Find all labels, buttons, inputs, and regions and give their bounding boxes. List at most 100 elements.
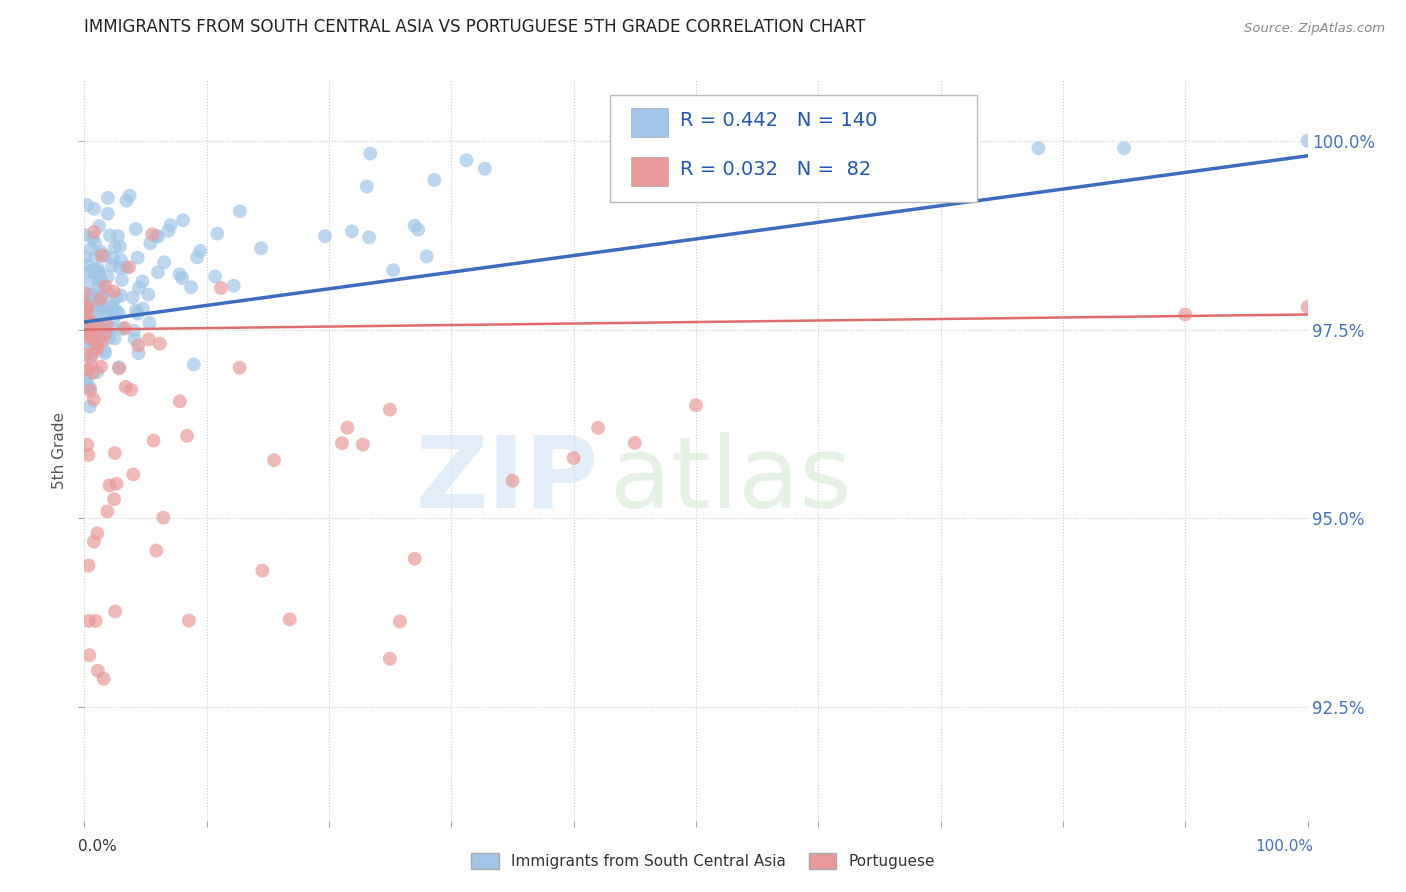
Point (80, 242, 103, 256)
Point (79, 287, 101, 301)
Point (86, 526, 108, 541)
Point (172, 271, 194, 285)
Point (76, 335, 98, 350)
Point (146, 229, 169, 244)
Point (90, 359, 112, 374)
Text: atlas: atlas (610, 432, 852, 529)
Point (84, 319, 107, 334)
Point (108, 260, 131, 275)
Point (76, 327, 98, 342)
Point (107, 229, 129, 244)
Point (96, 285, 118, 299)
Point (104, 604, 127, 618)
Point (149, 336, 172, 351)
Point (80, 332, 103, 346)
Point (209, 281, 232, 295)
Point (186, 251, 208, 265)
Point (75, 348, 97, 362)
Point (115, 194, 138, 208)
Point (87, 277, 110, 292)
Point (330, 436, 353, 450)
Point (75, 299, 97, 313)
Point (404, 219, 426, 233)
Point (159, 218, 181, 232)
Point (77, 327, 100, 342)
Point (105, 476, 128, 491)
Point (127, 251, 149, 265)
Point (91, 289, 114, 303)
Point (87, 265, 110, 279)
Point (624, 436, 647, 450)
Point (90, 249, 112, 263)
Point (101, 321, 124, 335)
Y-axis label: 5th Grade: 5th Grade (52, 412, 67, 489)
Point (75, 301, 97, 316)
Point (101, 259, 124, 273)
Point (83, 326, 105, 340)
Point (89, 292, 111, 306)
Point (128, 281, 150, 295)
Point (114, 380, 136, 394)
Point (97, 191, 120, 205)
Point (222, 278, 245, 293)
Point (98, 331, 121, 345)
Point (94, 326, 117, 341)
Point (83, 265, 105, 279)
Point (1296, 300, 1319, 314)
Point (132, 301, 155, 316)
Point (406, 222, 429, 236)
Point (76, 324, 98, 338)
Point (77, 614, 100, 628)
Point (82, 263, 104, 277)
Point (423, 173, 446, 187)
Point (101, 312, 124, 326)
Point (89, 293, 111, 308)
Point (89, 274, 111, 288)
Text: Source: ZipAtlas.com: Source: ZipAtlas.com (1244, 22, 1385, 36)
Point (356, 179, 378, 194)
Point (121, 290, 143, 304)
Point (91, 321, 114, 335)
Point (114, 321, 136, 335)
Point (83, 534, 105, 549)
Point (79, 381, 101, 395)
Point (586, 421, 609, 435)
Point (153, 255, 176, 269)
Point (685, 398, 707, 412)
Point (82, 289, 104, 303)
Point (263, 453, 285, 467)
Point (110, 288, 132, 302)
Point (76, 257, 98, 271)
Point (352, 437, 374, 451)
Point (869, 149, 891, 163)
Point (128, 346, 150, 360)
Text: 100.0%: 100.0% (1256, 839, 1313, 855)
Point (336, 420, 359, 434)
Point (138, 316, 160, 330)
Point (172, 213, 194, 227)
Point (105, 290, 128, 304)
Point (562, 450, 585, 465)
Point (82, 338, 104, 352)
Point (97, 269, 120, 284)
Point (122, 324, 145, 338)
Point (340, 224, 363, 238)
Point (169, 394, 191, 409)
Point (1296, 134, 1319, 148)
Point (83, 251, 105, 265)
Point (104, 331, 127, 345)
Point (90, 334, 112, 349)
Point (87, 267, 110, 281)
Point (84, 235, 107, 250)
Point (108, 360, 131, 375)
Point (87, 664, 110, 678)
Point (207, 227, 229, 241)
Point (456, 153, 478, 168)
Point (76, 438, 98, 452)
Point (89, 301, 111, 316)
Point (1028, 141, 1050, 155)
Point (108, 239, 131, 253)
Point (77, 380, 100, 394)
Point (79, 384, 101, 398)
Point (190, 244, 212, 258)
